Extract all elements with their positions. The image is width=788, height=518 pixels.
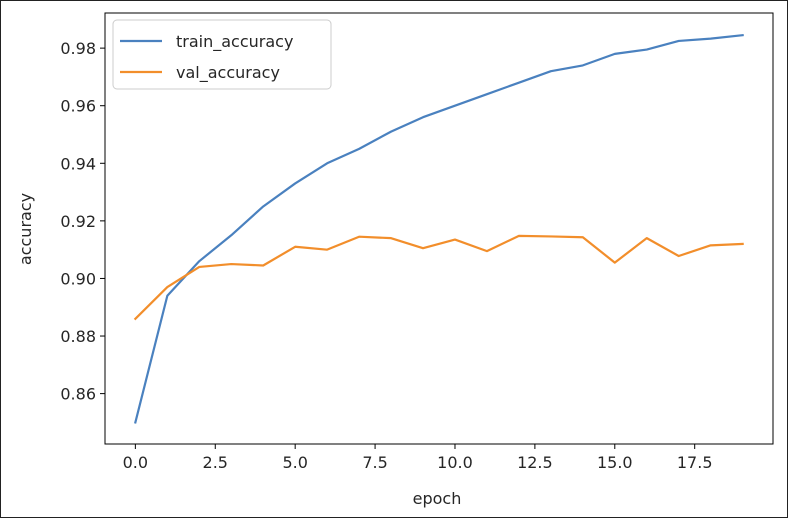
legend-label-train-accuracy: train_accuracy [176,32,293,52]
y-tick-label: 0.96 [60,97,96,116]
x-tick-label: 15.0 [597,453,633,472]
y-tick-label: 0.90 [60,269,96,288]
y-tick-label: 0.86 [60,385,96,404]
series-line-val-accuracy [133,234,744,321]
y-tick-label: 0.94 [60,154,96,173]
series-layer [133,33,744,424]
legend-label-val-accuracy: val_accuracy [176,63,280,83]
y-tick-label: 0.88 [60,327,96,346]
x-axis-label: epoch [413,489,462,508]
y-axis-label: accuracy [16,193,35,265]
legend-box [112,19,332,90]
y-tick-label: 0.98 [60,39,96,58]
x-tick-label: 7.5 [362,453,387,472]
series-line-train-accuracy [134,33,744,424]
x-tick-label: 2.5 [203,453,228,472]
legend: train_accuracy val_accuracy [112,19,332,90]
ticks-layer: 0.0 2.5 5.0 7.5 10.0 12.5 15.0 17.5 0.86 0.88 0.90… [60,39,712,472]
plot-area-frame [104,12,774,445]
x-tick-label: 5.0 [282,453,307,472]
x-tick-label: 10.0 [437,453,473,472]
x-tick-label: 0.0 [123,453,148,472]
y-tick-label: 0.92 [60,212,96,231]
x-tick-label: 12.5 [517,453,553,472]
x-tick-label: 17.5 [677,453,713,472]
